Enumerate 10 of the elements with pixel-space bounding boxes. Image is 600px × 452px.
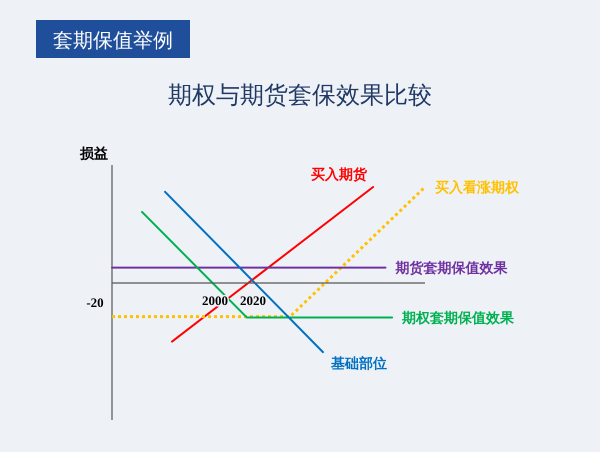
chart-title: 期权与期货套保效果比较 [168,83,432,109]
series-label: 买入看涨期权 [435,179,520,196]
y-axis-title: 损益 [79,146,108,162]
text: -20 [86,295,104,310]
series-label: 期权套期保值效果 [401,310,516,327]
text: 套期保值举例 [53,28,173,52]
series-label: 买入期货 [311,167,368,183]
x-tick-label: 2020 [240,293,266,308]
series-label: 期货套期保值效果 [394,260,508,277]
series-label: 基础部位 [330,355,387,372]
